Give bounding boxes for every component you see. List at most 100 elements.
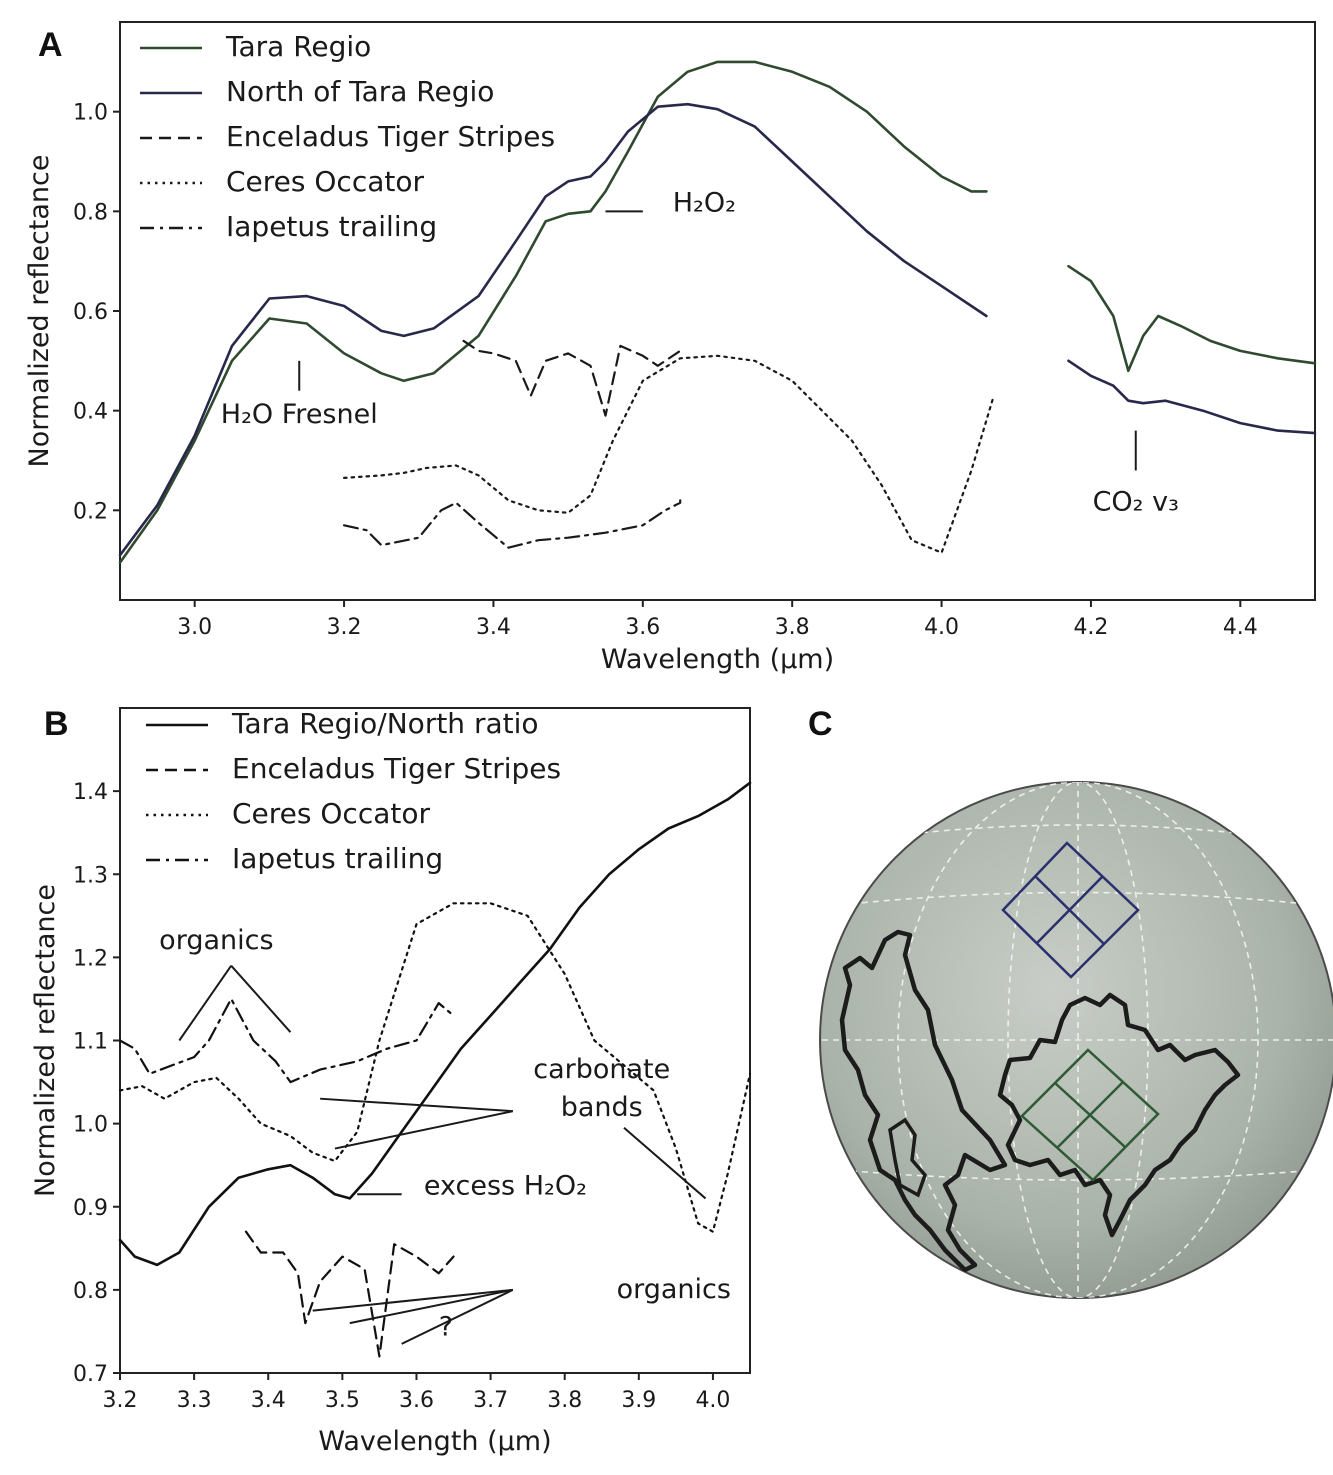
panel-c-label: C <box>808 705 833 743</box>
chart-a-series-tara-regio <box>118 60 1317 564</box>
chart-b-x-tick-label: 3.4 <box>251 1388 286 1413</box>
chart-b-annotation-leader <box>178 965 232 1042</box>
chart-a-legend-label: Iapetus trailing <box>226 210 437 243</box>
chart-a-x-axis-title: Wavelength (μm) <box>601 644 834 675</box>
chart-b-y-tick-label: 1.3 <box>73 863 108 888</box>
chart-a-y-tick-label: 0.2 <box>73 499 108 524</box>
chart-a-y-tick-label: 0.6 <box>73 300 108 325</box>
chart-a-y-tick-label: 0.4 <box>73 400 108 425</box>
panel-a-chart: 3.0 3.2 3.4 3.6 3.8 4.0 4.2 4.4 0.2 0.4 0.6 0.8 1.0 W… <box>24 21 1317 675</box>
chart-b-series-ceres-occator <box>118 902 752 1233</box>
chart-b-y-tick-label: 0.9 <box>73 1196 108 1221</box>
chart-b-annotation: organics <box>312 1274 731 1345</box>
chart-b-annotation-label: organics <box>617 1274 731 1305</box>
north-of-tara-grid <box>1001 841 1140 979</box>
chart-b-x-tick-label: 3.9 <box>621 1388 656 1413</box>
chart-b-legend-label: Enceladus Tiger Stripes <box>232 752 561 785</box>
chart-a-y-tick-label: 0.8 <box>73 200 108 225</box>
chart-a-annotation: H₂O₂ <box>605 187 736 218</box>
chart-b-annotation: carbonate bands <box>320 1054 707 1200</box>
chart-a-annotation-label: H₂O Fresnel <box>221 399 378 430</box>
chart-a-y-axis-title: Normalized reflectance <box>24 155 55 468</box>
globe-outline-inlet <box>888 1117 927 1198</box>
chart-a-x-tick-label: 4.0 <box>924 615 959 640</box>
chart-a-x-tick-label: 3.8 <box>775 615 810 640</box>
chart-b-annotation: excess H₂O₂ <box>357 1170 587 1201</box>
chart-b-series-line <box>118 902 752 1233</box>
chart-a-series-iapetus-trailing <box>343 499 682 549</box>
chart-b-annotation-leader <box>401 1288 514 1345</box>
chart-b-annotation-leader <box>230 965 292 1033</box>
chart-b-series-line <box>244 1230 455 1358</box>
chart-a-annotation: H₂O Fresnel <box>221 360 378 430</box>
chart-a-series-line <box>118 102 988 557</box>
chart-b-annotation-leader <box>623 1127 707 1200</box>
chart-b-annotation-label: organics <box>159 925 273 956</box>
chart-b-annotation: ? <box>439 1312 453 1343</box>
chart-a-annotation-label: H₂O₂ <box>673 187 736 218</box>
chart-b-x-tick-label: 3.2 <box>103 1388 138 1413</box>
globe-graticule <box>822 782 1333 1298</box>
chart-b-y-tick-label: 1.4 <box>73 780 108 805</box>
chart-a-series-enceladus-tiger-stripes <box>462 339 682 417</box>
chart-b-annotation-leader <box>334 1110 514 1150</box>
chart-b-x-tick-label: 3.8 <box>547 1388 582 1413</box>
globe-outline-west <box>839 929 1008 1273</box>
chart-a-legend-label: Tara Regio <box>225 30 371 63</box>
chart-b-x-axis-title: Wavelength (μm) <box>318 1426 551 1457</box>
chart-b-series-line <box>118 781 752 1267</box>
chart-a-series-line <box>118 60 988 564</box>
chart-a-legend-label: Ceres Occator <box>226 165 424 198</box>
chart-a-y-tick-label: 1.0 <box>73 101 108 126</box>
chart-b-legend-label: Tara Regio/North ratio <box>231 707 539 740</box>
chart-a-x-tick-label: 3.6 <box>625 615 660 640</box>
chart-a-series-ceres-occator <box>343 354 995 554</box>
chart-a-x-tick-label: 4.4 <box>1223 615 1258 640</box>
chart-b-legend-label: Iapetus trailing <box>232 842 443 875</box>
chart-b-series-tara-regio-north-ratio <box>118 781 752 1267</box>
chart-b-y-tick-label: 1.2 <box>73 946 108 971</box>
chart-a-annotation-label: CO₂ v₃ <box>1093 486 1179 517</box>
chart-a-series-line <box>1067 264 1317 373</box>
chart-b-x-tick-label: 4.0 <box>695 1388 730 1413</box>
chart-b-x-tick-label: 3.5 <box>325 1388 360 1413</box>
chart-b-y-tick-label: 0.7 <box>73 1362 108 1387</box>
chart-b-annotation: organics <box>159 925 292 1042</box>
chart-b-series-line <box>118 997 455 1084</box>
chart-a-legend-label: Enceladus Tiger Stripes <box>226 120 555 153</box>
chart-b-annotation-leader <box>320 1097 513 1113</box>
chart-a-annotation: CO₂ v₃ <box>1093 430 1179 517</box>
chart-b-y-axis-title: Normalized reflectance <box>30 884 61 1197</box>
chart-b-annotation-leader <box>312 1288 513 1312</box>
chart-b-series-enceladus-tiger-stripes <box>244 1230 455 1358</box>
chart-a-x-tick-label: 4.2 <box>1073 615 1108 640</box>
chart-b-annotation-label: ? <box>439 1312 453 1343</box>
chart-a-series-line <box>462 339 682 417</box>
panel-b-label: B <box>44 705 69 743</box>
chart-b-annotation-label: carbonate bands <box>533 1054 670 1123</box>
globe-outline-tara-regio <box>997 992 1241 1238</box>
chart-a-legend-label: North of Tara Regio <box>226 75 494 108</box>
panel-b-chart: 3.2 3.3 3.4 3.5 3.6 3.7 3.8 3.9 4.0 0.7 0.8 0.9 1.0 1… <box>30 707 752 1457</box>
chart-b-x-tick-label: 3.7 <box>473 1388 508 1413</box>
chart-a-series-line <box>1067 359 1317 435</box>
chart-b-annotation-label: excess H₂O₂ <box>424 1170 587 1201</box>
chart-b-x-tick-label: 3.6 <box>399 1388 434 1413</box>
tara-regio-grid <box>1020 1048 1160 1182</box>
chart-b-x-tick-label: 3.3 <box>177 1388 212 1413</box>
chart-a-x-tick-label: 3.0 <box>177 615 212 640</box>
chart-a-series-line <box>343 354 995 554</box>
chart-a-x-tick-label: 3.2 <box>327 615 362 640</box>
panel-a-label: A <box>38 26 63 64</box>
chart-b-y-tick-label: 0.8 <box>73 1279 108 1304</box>
panel-c-globe <box>819 781 1333 1299</box>
chart-b-annotation-leader <box>349 1288 514 1325</box>
chart-b-series-iapetus-trailing <box>118 997 455 1084</box>
chart-a-x-tick-label: 3.4 <box>476 615 511 640</box>
chart-a-series-north-of-tara-regio <box>118 102 1317 557</box>
chart-b-legend-label: Ceres Occator <box>232 797 430 830</box>
chart-a-series-line <box>343 499 682 549</box>
chart-b-y-tick-label: 1.0 <box>73 1113 108 1138</box>
chart-b-y-tick-label: 1.1 <box>73 1030 108 1055</box>
